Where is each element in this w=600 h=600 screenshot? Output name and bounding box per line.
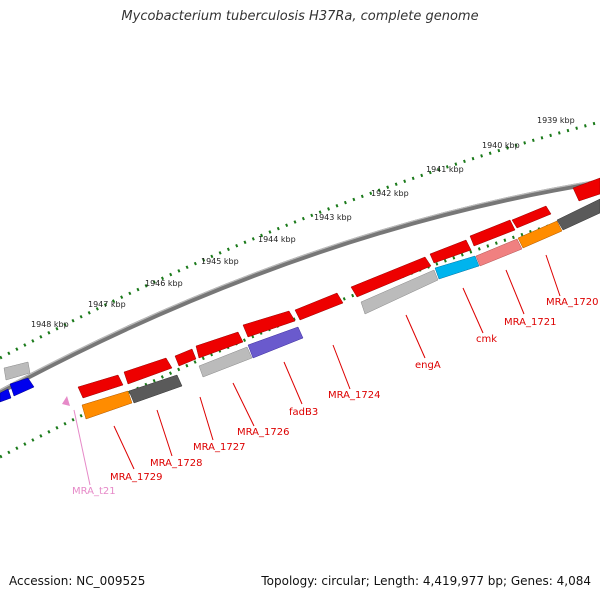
gene-feature [511,205,552,229]
outer-ruler [0,120,600,360]
gene-feature [3,361,31,381]
ruler-label: 1948 kbp [31,320,69,329]
leader-line [113,425,135,470]
ruler-label: 1941 kbp [426,165,464,174]
gene-feature [195,331,244,359]
gene-label: MRA_t21 [72,486,116,497]
gene-label: engA [415,360,441,371]
leader-line [232,382,255,427]
ruler-label: 1939 kbp [537,116,575,125]
gene-feature [81,390,133,420]
leader-line [405,314,426,359]
gene-feature [128,374,183,404]
gene-label: MRA_1729 [110,472,162,483]
leader-line [505,269,525,315]
gene-feature [62,396,70,406]
gene-feature [9,377,35,397]
gene-feature [0,388,12,403]
gene-label: MRA_1720 [546,297,598,308]
map-title: Mycobacterium tuberculosis H37Ra, comple… [121,9,479,24]
ruler-label: 1947 kbp [88,300,126,309]
leader-line [199,396,214,441]
ruler-label: 1946 kbp [145,279,183,288]
gene-feature [294,292,344,321]
accession-text: Accession: NC_009525 [9,574,146,588]
ruler-label: 1945 kbp [201,257,239,266]
genome-backbone-highlight [0,179,600,391]
gene-label: MRA_1724 [328,390,380,401]
gene-feature [469,219,516,247]
leader-line [73,409,91,486]
leader-line [545,254,561,297]
gene-feature [350,256,432,298]
ruler-label: 1943 kbp [314,213,352,222]
leader-line [156,409,173,457]
gene-feature [247,326,304,359]
topology-text: Topology: circular; Length: 4,419,977 bp… [261,574,591,588]
gene-label: cmk [476,334,497,345]
gene-label: MRA_1726 [237,427,289,438]
gene-feature [360,269,439,315]
gene-label: MRA_1721 [504,317,556,328]
ruler-label: 1940 kbp [482,141,520,150]
leader-line [332,344,351,390]
leader-line [462,287,484,334]
gene-feature [198,346,253,378]
genome-backbone [0,179,600,395]
leader-line [283,361,303,405]
gene-feature [77,374,124,399]
gene-label: fadB3 [289,407,318,418]
gene-feature [174,348,197,367]
gene-feature [572,177,600,202]
ruler-label: 1944 kbp [258,235,296,244]
gene-feature [475,238,523,267]
gene-feature [556,198,600,231]
gene-feature [434,255,480,280]
gene-label: MRA_1728 [150,458,202,469]
gene-feature [517,220,563,249]
gene-feature [429,239,472,264]
gene-feature [123,357,173,385]
gene-feature [242,310,296,338]
ruler-label: 1942 kbp [371,189,409,198]
gene-label: MRA_1727 [193,442,245,453]
